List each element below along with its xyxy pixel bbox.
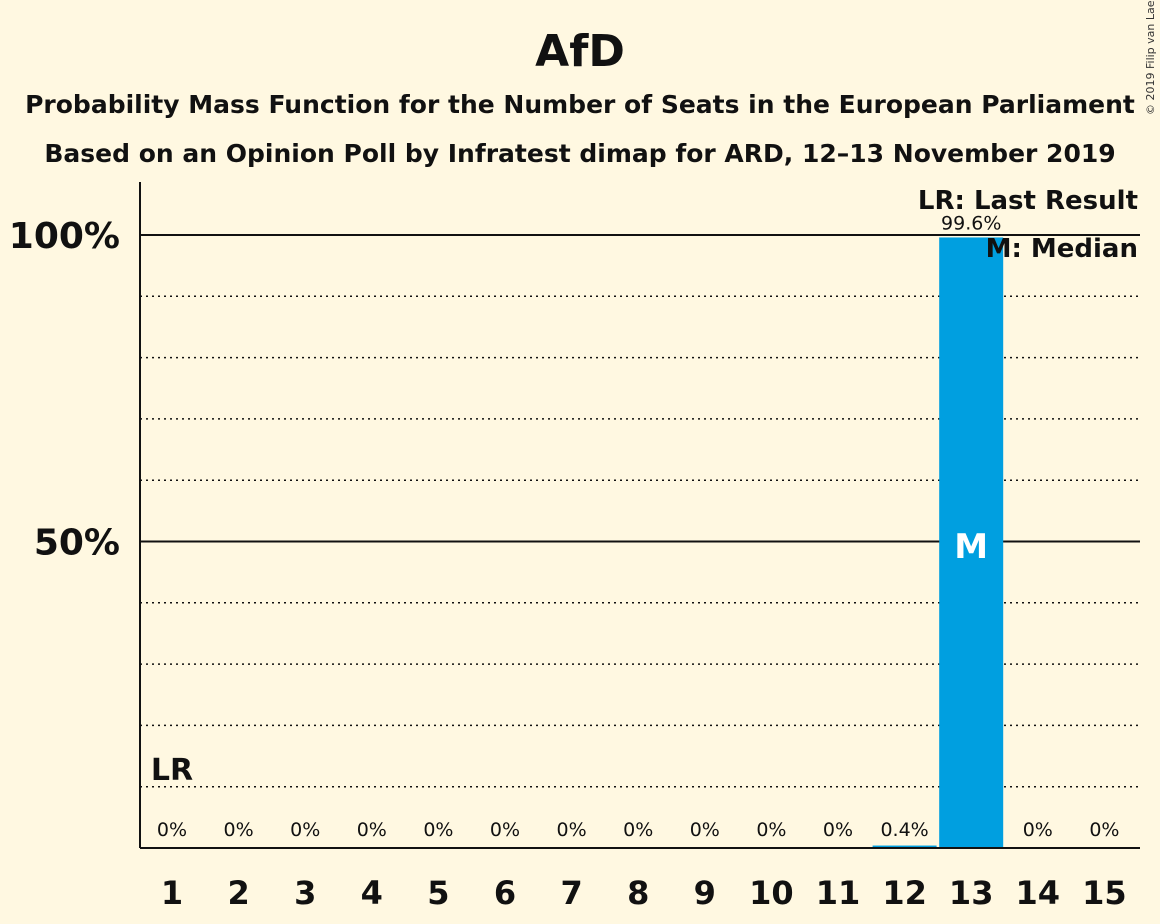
x-tick-label-10: 10 (749, 874, 794, 912)
value-label-13: 99.6% (941, 212, 1001, 234)
value-label-12: 0.4% (880, 819, 928, 841)
value-label-7: 0% (557, 819, 587, 841)
x-tick-label-1: 1 (161, 874, 183, 912)
value-label-14: 0% (1023, 819, 1053, 841)
value-label-1: 0% (157, 819, 187, 841)
chart-subtitle-line-2: Based on an Opinion Poll by Infratest di… (44, 139, 1115, 168)
x-tick-label-5: 5 (427, 874, 449, 912)
value-label-3: 0% (290, 819, 320, 841)
x-tick-label-7: 7 (560, 874, 582, 912)
legend-entry-median: M: Median (986, 234, 1138, 264)
x-tick-label-9: 9 (694, 874, 716, 912)
value-label-10: 0% (756, 819, 786, 841)
value-label-5: 0% (423, 819, 453, 841)
x-tick-label-3: 3 (294, 874, 316, 912)
y-tick-label-100: 100% (9, 216, 120, 257)
x-tick-label-8: 8 (627, 874, 649, 912)
bars (872, 237, 1004, 848)
x-tick-label-12: 12 (882, 874, 927, 912)
value-label-6: 0% (490, 819, 520, 841)
x-tick-label-4: 4 (361, 874, 383, 912)
x-tick-label-13: 13 (949, 874, 994, 912)
y-tick-label-50: 50% (34, 523, 120, 564)
x-tick-label-15: 15 (1082, 874, 1127, 912)
value-label-15: 0% (1089, 819, 1119, 841)
x-tick-label-14: 14 (1016, 874, 1061, 912)
x-tick-label-11: 11 (816, 874, 861, 912)
value-label-2: 0% (224, 819, 254, 841)
x-tick-label-2: 2 (227, 874, 249, 912)
chart-title: AfD (535, 26, 625, 77)
last-result-marker: LR (151, 753, 193, 788)
bar-13 (939, 237, 1004, 848)
chart-subtitle-line-1: Probability Mass Function for the Number… (25, 90, 1135, 119)
value-label-11: 0% (823, 819, 853, 841)
value-label-9: 0% (690, 819, 720, 841)
legend: LR: Last Result M: Median (918, 186, 1138, 264)
legend-entry-last-result: LR: Last Result (918, 186, 1138, 216)
copyright-notice: © 2019 Filip van Laenen (1144, 0, 1157, 115)
value-label-4: 0% (357, 819, 387, 841)
gridlines (140, 234, 1140, 788)
median-marker: M (954, 527, 988, 567)
value-labels: 0% 0% 0% 0% 0% 0% 0% 0% 0% 0% 0% 0.4% 99.6% 0% 0% M LR (151, 212, 1120, 841)
bar-12 (872, 845, 937, 848)
value-label-8: 0% (623, 819, 653, 841)
axes: 50%100%1 2 3 4 5 6 7 8 9 10 11 12 13 14 15 (9, 182, 1140, 912)
x-tick-label-6: 6 (494, 874, 516, 912)
